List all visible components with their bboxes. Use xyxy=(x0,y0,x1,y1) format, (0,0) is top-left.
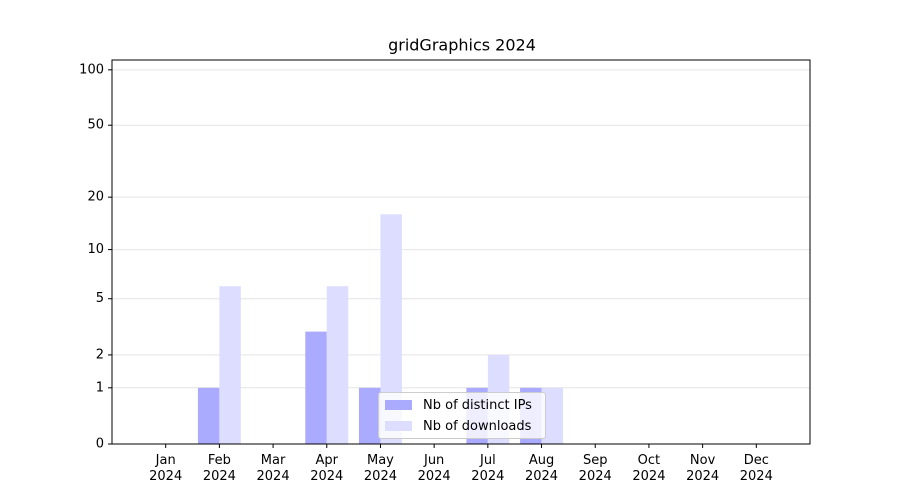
bar xyxy=(197,387,220,444)
legend-label: Nb of downloads xyxy=(423,418,532,434)
bar xyxy=(380,214,402,444)
x-tick-label: Mar 2024 xyxy=(256,453,290,484)
x-tick-label: May 2024 xyxy=(363,453,397,484)
legend-entry: Nb of downloads xyxy=(385,418,531,434)
legend-entry: Nb of distinct IPs xyxy=(385,397,532,413)
bar xyxy=(326,286,349,444)
bar xyxy=(305,331,327,444)
y-tick-label: 2 xyxy=(96,347,104,362)
y-tick-label: 100 xyxy=(79,62,104,77)
x-tick-label: Oct 2024 xyxy=(632,453,666,484)
plot-frame xyxy=(111,59,811,445)
y-tick-label: 50 xyxy=(87,118,104,133)
y-tick-label: 20 xyxy=(87,190,104,205)
x-tick-label: Apr 2024 xyxy=(310,453,344,484)
legend-patch xyxy=(385,421,412,431)
bar xyxy=(219,286,241,444)
y-tick-label: 1 xyxy=(96,380,104,395)
legend-label: Nb of distinct IPs xyxy=(423,397,532,413)
y-tick-label: 0 xyxy=(96,437,104,452)
y-tick-label: 10 xyxy=(87,242,104,257)
x-tick-label: Sep 2024 xyxy=(578,453,612,484)
chart-title: gridGraphics 2024 xyxy=(388,36,536,55)
legend-patch xyxy=(385,400,412,410)
x-tick-label: Aug 2024 xyxy=(524,453,559,484)
x-tick-label: Jan 2024 xyxy=(149,453,183,484)
bar xyxy=(541,387,564,444)
x-tick-label: Jul 2024 xyxy=(471,453,505,484)
bar xyxy=(358,387,381,444)
x-tick-label: Jun 2024 xyxy=(417,453,451,484)
x-tick-label: Dec 2024 xyxy=(739,453,773,484)
y-tick-label: 5 xyxy=(96,291,104,306)
x-tick-label: Nov 2024 xyxy=(686,453,720,484)
legend: Nb of distinct IPs Nb of downloads xyxy=(378,392,546,439)
x-tick-label: Feb 2024 xyxy=(202,453,236,484)
